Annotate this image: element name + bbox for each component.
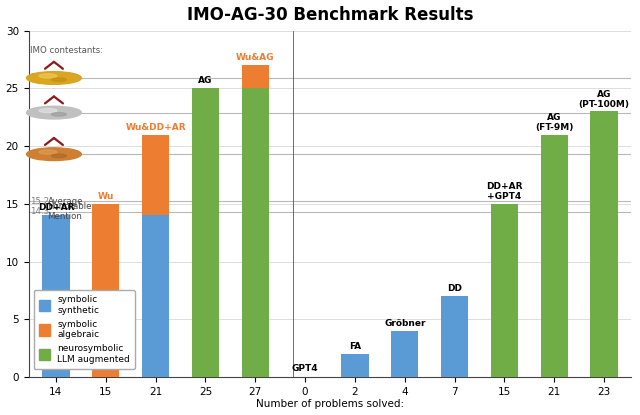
Text: FA: FA: [349, 342, 361, 351]
Circle shape: [51, 112, 67, 116]
Text: AG
(PT-100M): AG (PT-100M): [579, 90, 630, 109]
Text: Gröbner: Gröbner: [384, 319, 426, 328]
Bar: [42, 215, 70, 377]
Circle shape: [39, 74, 57, 78]
Bar: [441, 296, 468, 377]
Bar: [590, 112, 618, 377]
Text: DD: DD: [447, 284, 462, 293]
Bar: [92, 204, 120, 377]
Bar: [491, 204, 518, 377]
Text: 15.2: 15.2: [30, 197, 49, 206]
Circle shape: [39, 150, 57, 154]
Circle shape: [51, 154, 67, 158]
Text: DD+AR
+GPT4: DD+AR +GPT4: [486, 182, 523, 201]
Text: Wu&DD+AR: Wu&DD+AR: [125, 123, 186, 132]
Circle shape: [26, 106, 81, 119]
Text: IMO contestants:: IMO contestants:: [30, 46, 103, 55]
Text: AG: AG: [198, 76, 212, 85]
Bar: [142, 134, 170, 377]
Circle shape: [26, 148, 81, 161]
Text: GPT4: GPT4: [292, 364, 319, 374]
Circle shape: [51, 78, 67, 81]
Bar: [241, 65, 269, 377]
Text: 19.3: 19.3: [30, 150, 49, 159]
Legend: symbolic
synthetic, symbolic
algebraic, neurosymbolic
LLM augmented: symbolic synthetic, symbolic algebraic, …: [34, 290, 135, 369]
Text: 22.9: 22.9: [30, 108, 49, 117]
Text: 14.3: 14.3: [30, 208, 49, 216]
Bar: [192, 88, 219, 377]
Text: DD+AR: DD+AR: [38, 203, 74, 212]
Title: IMO-AG-30 Benchmark Results: IMO-AG-30 Benchmark Results: [187, 5, 473, 24]
Text: Wu&AG: Wu&AG: [236, 54, 275, 62]
Text: Silver: Silver: [47, 108, 72, 117]
Text: Honorable
Mention: Honorable Mention: [47, 203, 92, 222]
Bar: [341, 354, 369, 377]
Text: Gold: Gold: [47, 73, 67, 83]
Text: AG
(FT-9M): AG (FT-9M): [535, 112, 573, 132]
Bar: [142, 215, 170, 377]
Bar: [541, 134, 568, 377]
Bar: [241, 88, 269, 377]
Text: Bronze: Bronze: [47, 150, 77, 159]
Text: 25.9: 25.9: [30, 73, 49, 83]
Circle shape: [39, 108, 57, 112]
Bar: [391, 331, 419, 377]
X-axis label: Number of problems solved:: Number of problems solved:: [256, 400, 404, 410]
Circle shape: [26, 72, 81, 84]
Text: Wu: Wu: [97, 192, 114, 201]
Text: Average: Average: [47, 197, 83, 206]
